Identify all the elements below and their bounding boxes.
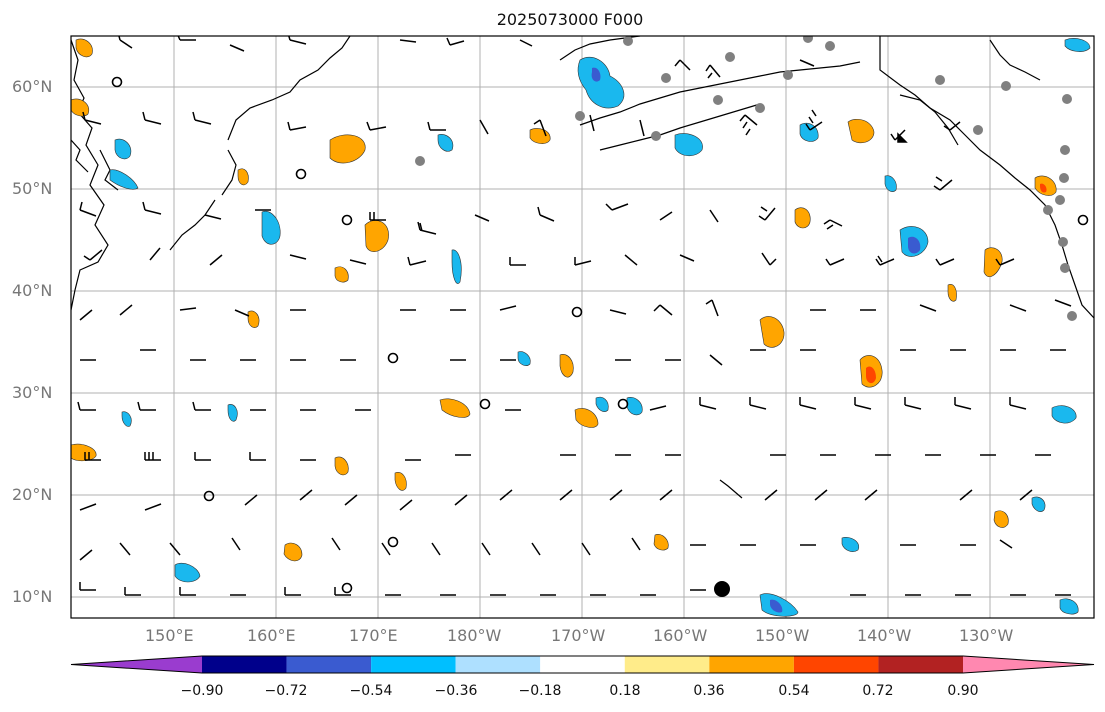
colorbar-tick-label: 0.90	[947, 683, 979, 699]
lon-label-170w: 170°W	[551, 626, 606, 645]
colorbar-segment	[202, 656, 287, 673]
colorbar-segment	[709, 656, 794, 673]
lon-label-160w: 160°W	[653, 626, 708, 645]
colorbar-tick-label: −0.36	[434, 683, 478, 699]
colorbar-segment	[286, 656, 372, 673]
colorbar-outline	[70, 655, 1095, 674]
lon-label-150w: 150°W	[755, 626, 810, 645]
colorbar-tick-label: 0.18	[609, 683, 641, 699]
plot-frame	[70, 35, 1095, 619]
chart-title: 2025073000 F000	[496, 10, 644, 29]
colorbar-extend-low	[71, 656, 202, 673]
colorbar-extend-high	[963, 656, 1094, 673]
colorbar	[70, 655, 1095, 674]
lon-label-160e: 160°E	[247, 626, 296, 645]
wind-barbs	[77, 36, 1072, 596]
colorbar-tick-label: −0.54	[349, 683, 393, 699]
shaded-field	[71, 38, 1091, 617]
colorbar-segment	[793, 656, 879, 673]
colorbar-tick-label: −0.90	[180, 683, 224, 699]
colorbar-tick-label: 0.36	[693, 683, 725, 699]
colorbar-segment	[624, 656, 710, 673]
lat-label-60n: 60°N	[12, 77, 53, 96]
gridlines	[71, 36, 1094, 618]
lat-label-20n: 20°N	[12, 485, 53, 504]
colorbar-tick-label: −0.72	[264, 683, 308, 699]
lat-label-10n: 10°N	[12, 587, 53, 606]
lon-label-130w: 130°W	[959, 626, 1014, 645]
lon-label-150e: 150°E	[145, 626, 194, 645]
lat-label-40n: 40°N	[12, 281, 53, 300]
colorbar-segment	[455, 656, 541, 673]
lon-label-170e: 170°E	[349, 626, 398, 645]
colorbar-tick-label: 0.54	[778, 683, 810, 699]
colorbar-tick-label: −0.18	[518, 683, 562, 699]
lat-label-50n: 50°N	[12, 179, 53, 198]
colorbar-tick-label: 0.72	[862, 683, 894, 699]
colorbar-segment	[540, 656, 625, 673]
lat-label-30n: 30°N	[12, 383, 53, 402]
lon-label-140w: 140°W	[857, 626, 912, 645]
lon-label-180w: 180°W	[447, 626, 502, 645]
colorbar-segment	[371, 656, 456, 673]
station-markers	[111, 36, 1089, 597]
colorbar-segment	[878, 656, 963, 673]
